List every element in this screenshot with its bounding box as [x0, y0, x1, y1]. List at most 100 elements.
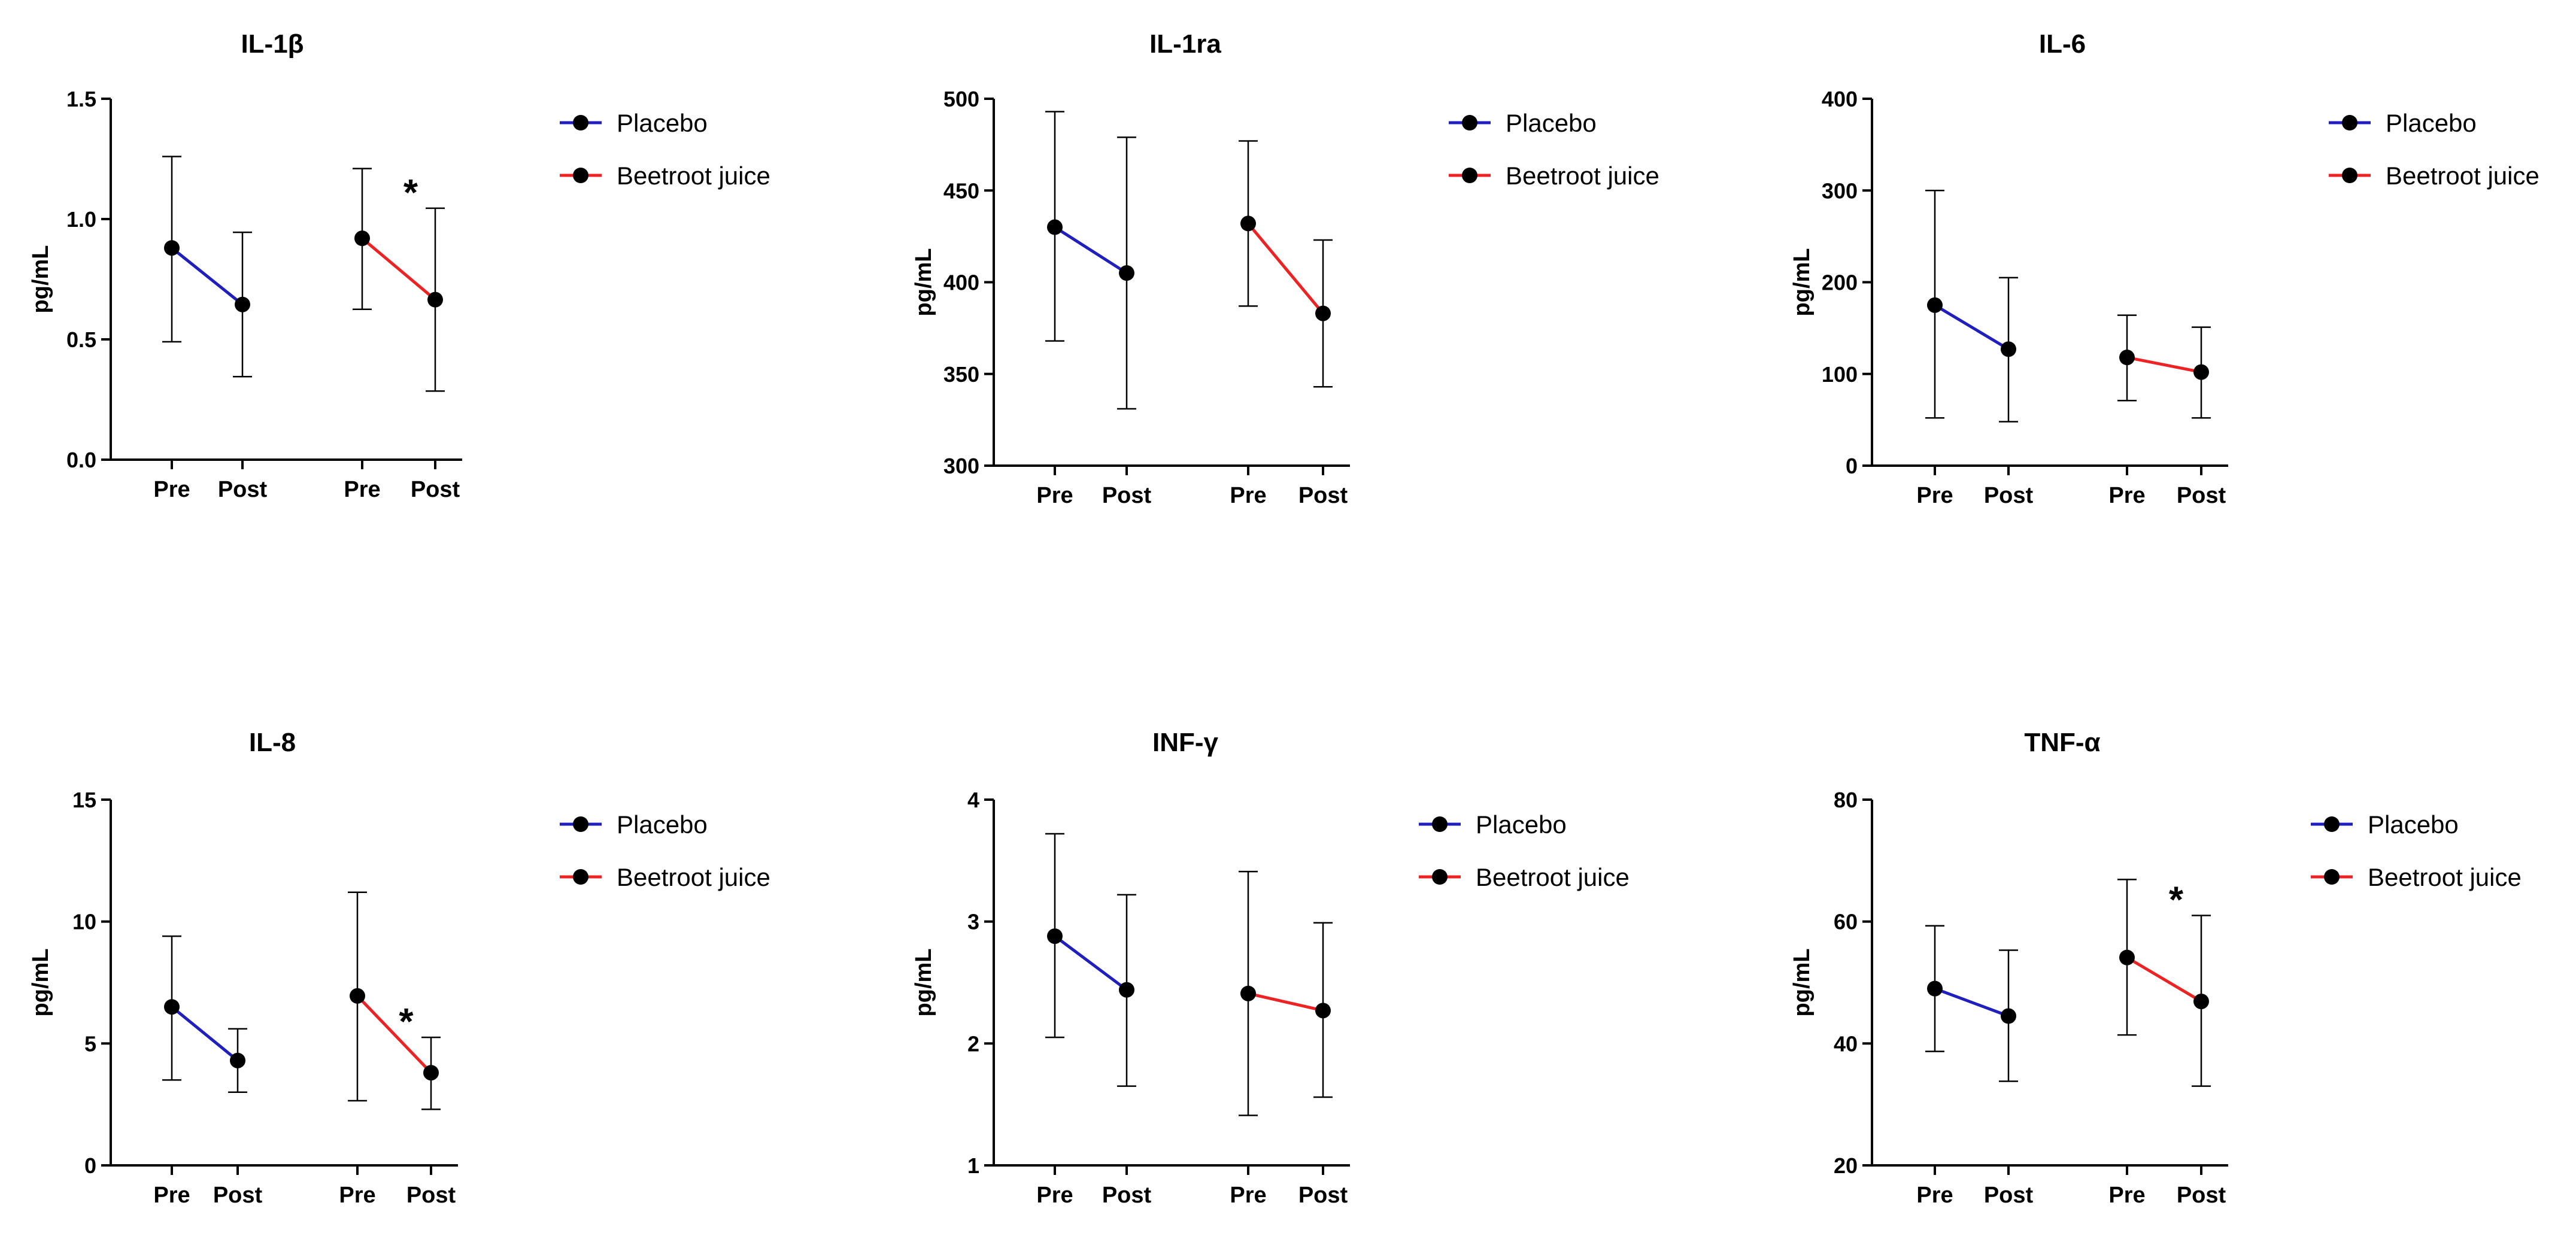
series-line-placebo: [1054, 935, 1128, 991]
x-tick-label: Post: [2177, 483, 2226, 508]
y-tick-label: 500: [943, 87, 979, 111]
legend-label: Beetroot juice: [1506, 162, 1659, 190]
data-point-placebo: [164, 999, 180, 1015]
legend-label: Beetroot juice: [2386, 162, 2539, 190]
data-point-placebo: [1119, 265, 1134, 281]
chart-title: TNF-α: [2024, 728, 2100, 757]
chart-panel-6: TNF-α pg/mL 20 40 60 80 Pre Post Pre Post * Placebo…: [1789, 728, 2522, 1208]
y-tick-label: 0.5: [66, 327, 96, 352]
data-point-placebo: [164, 240, 180, 256]
chart-panel-1: IL-1β pg/mL 0.0 0.5 1.0 1.5 Pre Post Pre Post * Pla…: [28, 29, 770, 502]
x-tick-label: Post: [1984, 483, 2034, 508]
x-tick-label: Pre: [153, 1183, 190, 1208]
chart-title: INF-γ: [1152, 728, 1219, 757]
data-point-beetroot-juice: [2119, 949, 2135, 965]
data-point-beetroot-juice: [1315, 305, 1331, 321]
data-point-placebo: [2001, 341, 2016, 357]
x-tick-label: Pre: [153, 477, 190, 502]
x-tick-label: Pre: [1230, 483, 1266, 508]
x-tick-label: Post: [406, 1183, 456, 1208]
legend-label: Placebo: [1476, 810, 1567, 839]
chart-title: IL-1ra: [1149, 29, 1221, 59]
data-point-placebo: [230, 1052, 245, 1068]
x-tick-label: Pre: [2108, 1183, 2145, 1208]
y-axis-label: pg/mL: [28, 245, 53, 314]
x-tick-label: Pre: [1036, 483, 1073, 508]
chart-title: IL-6: [2039, 29, 2086, 59]
chart-panel-3: IL-6 pg/mL 0 100 200 300 400 Pre Post Pre Post Plac…: [1789, 29, 2539, 508]
y-tick-label: 15: [72, 788, 96, 812]
x-tick-label: Post: [1298, 483, 1348, 508]
legend-label: Beetroot juice: [617, 162, 770, 190]
legend-label: Beetroot juice: [2368, 863, 2522, 891]
series-line-placebo: [1934, 987, 2009, 1018]
y-tick-label: 2: [967, 1031, 979, 1056]
data-point-beetroot-juice: [2119, 350, 2135, 366]
data-point-placebo: [1119, 982, 1134, 998]
legend-label: Placebo: [617, 109, 708, 137]
y-tick-label: 300: [943, 454, 979, 478]
data-point-beetroot-juice: [350, 988, 365, 1004]
y-tick-label: 80: [1834, 788, 1858, 812]
series-line-beetroot-juice: [1247, 222, 1324, 315]
data-point-placebo: [2001, 1008, 2016, 1024]
legend-label: Placebo: [2386, 109, 2477, 137]
data-point-placebo: [1047, 219, 1063, 235]
series-line-placebo: [1054, 226, 1128, 275]
legend-label: Placebo: [617, 810, 708, 839]
significance-asterisk: *: [399, 1001, 414, 1043]
y-tick-label: 400: [943, 271, 979, 295]
legend-marker: [1462, 168, 1477, 183]
chart-panel-4: IL-8 pg/mL 0 5 10 15 Pre Post Pre Post * Placebo Bee…: [28, 728, 770, 1208]
x-tick-label: Post: [213, 1183, 263, 1208]
x-tick-label: Pre: [1916, 483, 1953, 508]
x-tick-label: Pre: [344, 477, 380, 502]
legend-label: Beetroot juice: [1476, 863, 1630, 891]
data-point-beetroot-juice: [2193, 994, 2209, 1010]
series-line-beetroot-juice: [2126, 356, 2202, 374]
legend-label: Placebo: [2368, 810, 2459, 839]
y-tick-label: 1.5: [66, 87, 96, 111]
x-tick-label: Post: [1102, 483, 1152, 508]
x-tick-label: Pre: [1036, 1183, 1073, 1208]
significance-asterisk: *: [403, 172, 418, 214]
y-tick-label: 4: [967, 788, 979, 812]
y-axis-label: pg/mL: [911, 949, 936, 1017]
legend-label: Beetroot juice: [617, 863, 770, 891]
y-tick-label: 350: [943, 362, 979, 387]
y-tick-label: 400: [1822, 87, 1858, 111]
y-tick-label: 300: [1822, 178, 1858, 203]
data-point-beetroot-juice: [2193, 364, 2209, 380]
x-tick-label: Post: [1102, 1183, 1152, 1208]
series-line-beetroot-juice: [356, 995, 432, 1074]
chart-title: IL-1β: [241, 29, 304, 59]
x-tick-label: Pre: [2108, 483, 2145, 508]
data-point-placebo: [235, 296, 250, 312]
x-tick-label: Pre: [339, 1183, 375, 1208]
data-point-placebo: [1927, 980, 1943, 997]
chart-title: IL-8: [249, 728, 296, 757]
y-tick-label: 200: [1822, 271, 1858, 295]
legend-marker: [2324, 869, 2340, 885]
y-axis-label: pg/mL: [1789, 949, 1815, 1017]
legend-marker: [1432, 869, 1448, 885]
x-tick-label: Post: [1298, 1183, 1348, 1208]
chart-panel-5: INF-γ pg/mL 1 2 3 4 Pre Post Pre Post Placebo Beetr…: [911, 728, 1630, 1208]
legend-marker: [1462, 115, 1477, 130]
series-line-placebo: [1934, 303, 2010, 351]
y-axis-label: pg/mL: [911, 248, 936, 317]
data-point-placebo: [1927, 297, 1943, 313]
legend-marker: [2324, 816, 2340, 832]
series-line-beetroot-juice: [1248, 992, 1324, 1012]
data-point-placebo: [1047, 928, 1063, 945]
series-line-beetroot-juice: [361, 237, 436, 301]
legend-marker: [1432, 816, 1448, 832]
legend-marker: [2342, 115, 2357, 130]
legend-label: Placebo: [1506, 109, 1597, 137]
y-tick-label: 10: [72, 910, 96, 934]
x-tick-label: Pre: [1916, 1183, 1953, 1208]
y-tick-label: 20: [1834, 1153, 1858, 1178]
y-tick-label: 60: [1834, 910, 1858, 934]
legend-marker: [573, 869, 588, 885]
